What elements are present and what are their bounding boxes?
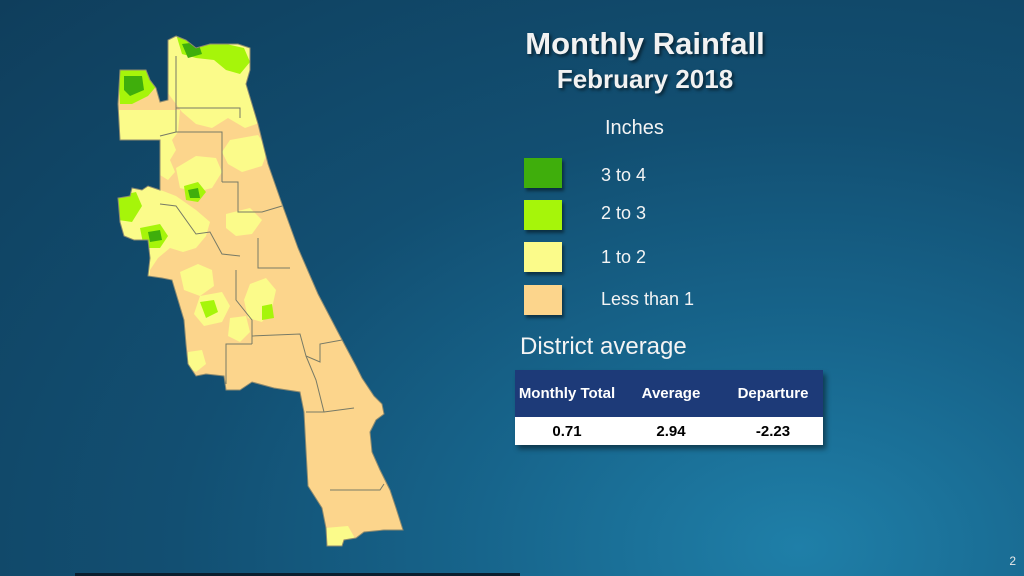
table-header-row: Monthly Total Average Departure bbox=[515, 370, 823, 417]
legend-label-1-to-2: 1 to 2 bbox=[601, 247, 647, 267]
monthly-total-value: 0.71 bbox=[515, 417, 619, 445]
legend-units: Inches bbox=[605, 117, 664, 139]
county-boundary bbox=[323, 407, 355, 413]
map-subtitle: February 2018 bbox=[556, 64, 734, 94]
legend-swatch-2-to-3 bbox=[524, 200, 562, 230]
county-boundary bbox=[330, 483, 385, 491]
bottom-divider bbox=[75, 573, 520, 576]
rain-zone-2-to-3 bbox=[118, 192, 142, 222]
legend-swatch-3-to-4 bbox=[524, 158, 562, 188]
column-header-departure: Departure bbox=[723, 370, 823, 417]
rain-zone-1-to-2 bbox=[186, 350, 206, 372]
county-boundary bbox=[235, 270, 253, 344]
rain-zone-3-to-4 bbox=[188, 188, 200, 198]
county-boundary bbox=[225, 343, 252, 384]
legend-label-2-to-3: 2 to 3 bbox=[601, 203, 647, 223]
county-boundary bbox=[257, 238, 290, 269]
county-boundary bbox=[222, 181, 283, 213]
county-boundary bbox=[159, 203, 241, 257]
column-header-monthly-total: Monthly Total bbox=[515, 370, 619, 417]
legend-label-3-to-4: 3 to 4 bbox=[601, 165, 647, 185]
legend-label-less-than-1: Less than 1 bbox=[601, 289, 695, 309]
district-average-heading: District average bbox=[520, 333, 687, 360]
rain-zone-2-to-3 bbox=[200, 300, 218, 318]
rain-zone-2-to-3 bbox=[262, 304, 274, 320]
average-value: 2.94 bbox=[619, 417, 723, 445]
rain-zone-1-to-2 bbox=[228, 316, 250, 342]
county-boundary bbox=[175, 108, 223, 182]
column-header-average: Average bbox=[619, 370, 723, 417]
rain-zone-1-to-2 bbox=[226, 208, 262, 236]
legend-swatch-1-to-2 bbox=[524, 242, 562, 272]
county-boundary bbox=[175, 56, 241, 118]
district-average-table: Monthly Total Average Departure 0.71 2.9… bbox=[515, 370, 823, 445]
county-boundary bbox=[251, 333, 343, 363]
county-boundary bbox=[159, 131, 177, 137]
map-title: Monthly Rainfall bbox=[525, 26, 765, 61]
district-outline bbox=[117, 35, 404, 547]
rain-zone-1-to-2 bbox=[176, 156, 222, 192]
departure-value: -2.23 bbox=[723, 417, 823, 445]
legend-swatch-less-than-1 bbox=[524, 285, 562, 315]
rain-zone-1-to-2 bbox=[222, 135, 268, 172]
rain-zone-3-to-4 bbox=[148, 230, 162, 242]
table-row: 0.71 2.94 -2.23 bbox=[515, 417, 823, 445]
rain-zone-1-to-2 bbox=[180, 264, 214, 296]
slide-number: 2 bbox=[1009, 554, 1016, 568]
rain-zone-3-to-4 bbox=[124, 76, 144, 96]
county-boundary bbox=[305, 355, 325, 413]
